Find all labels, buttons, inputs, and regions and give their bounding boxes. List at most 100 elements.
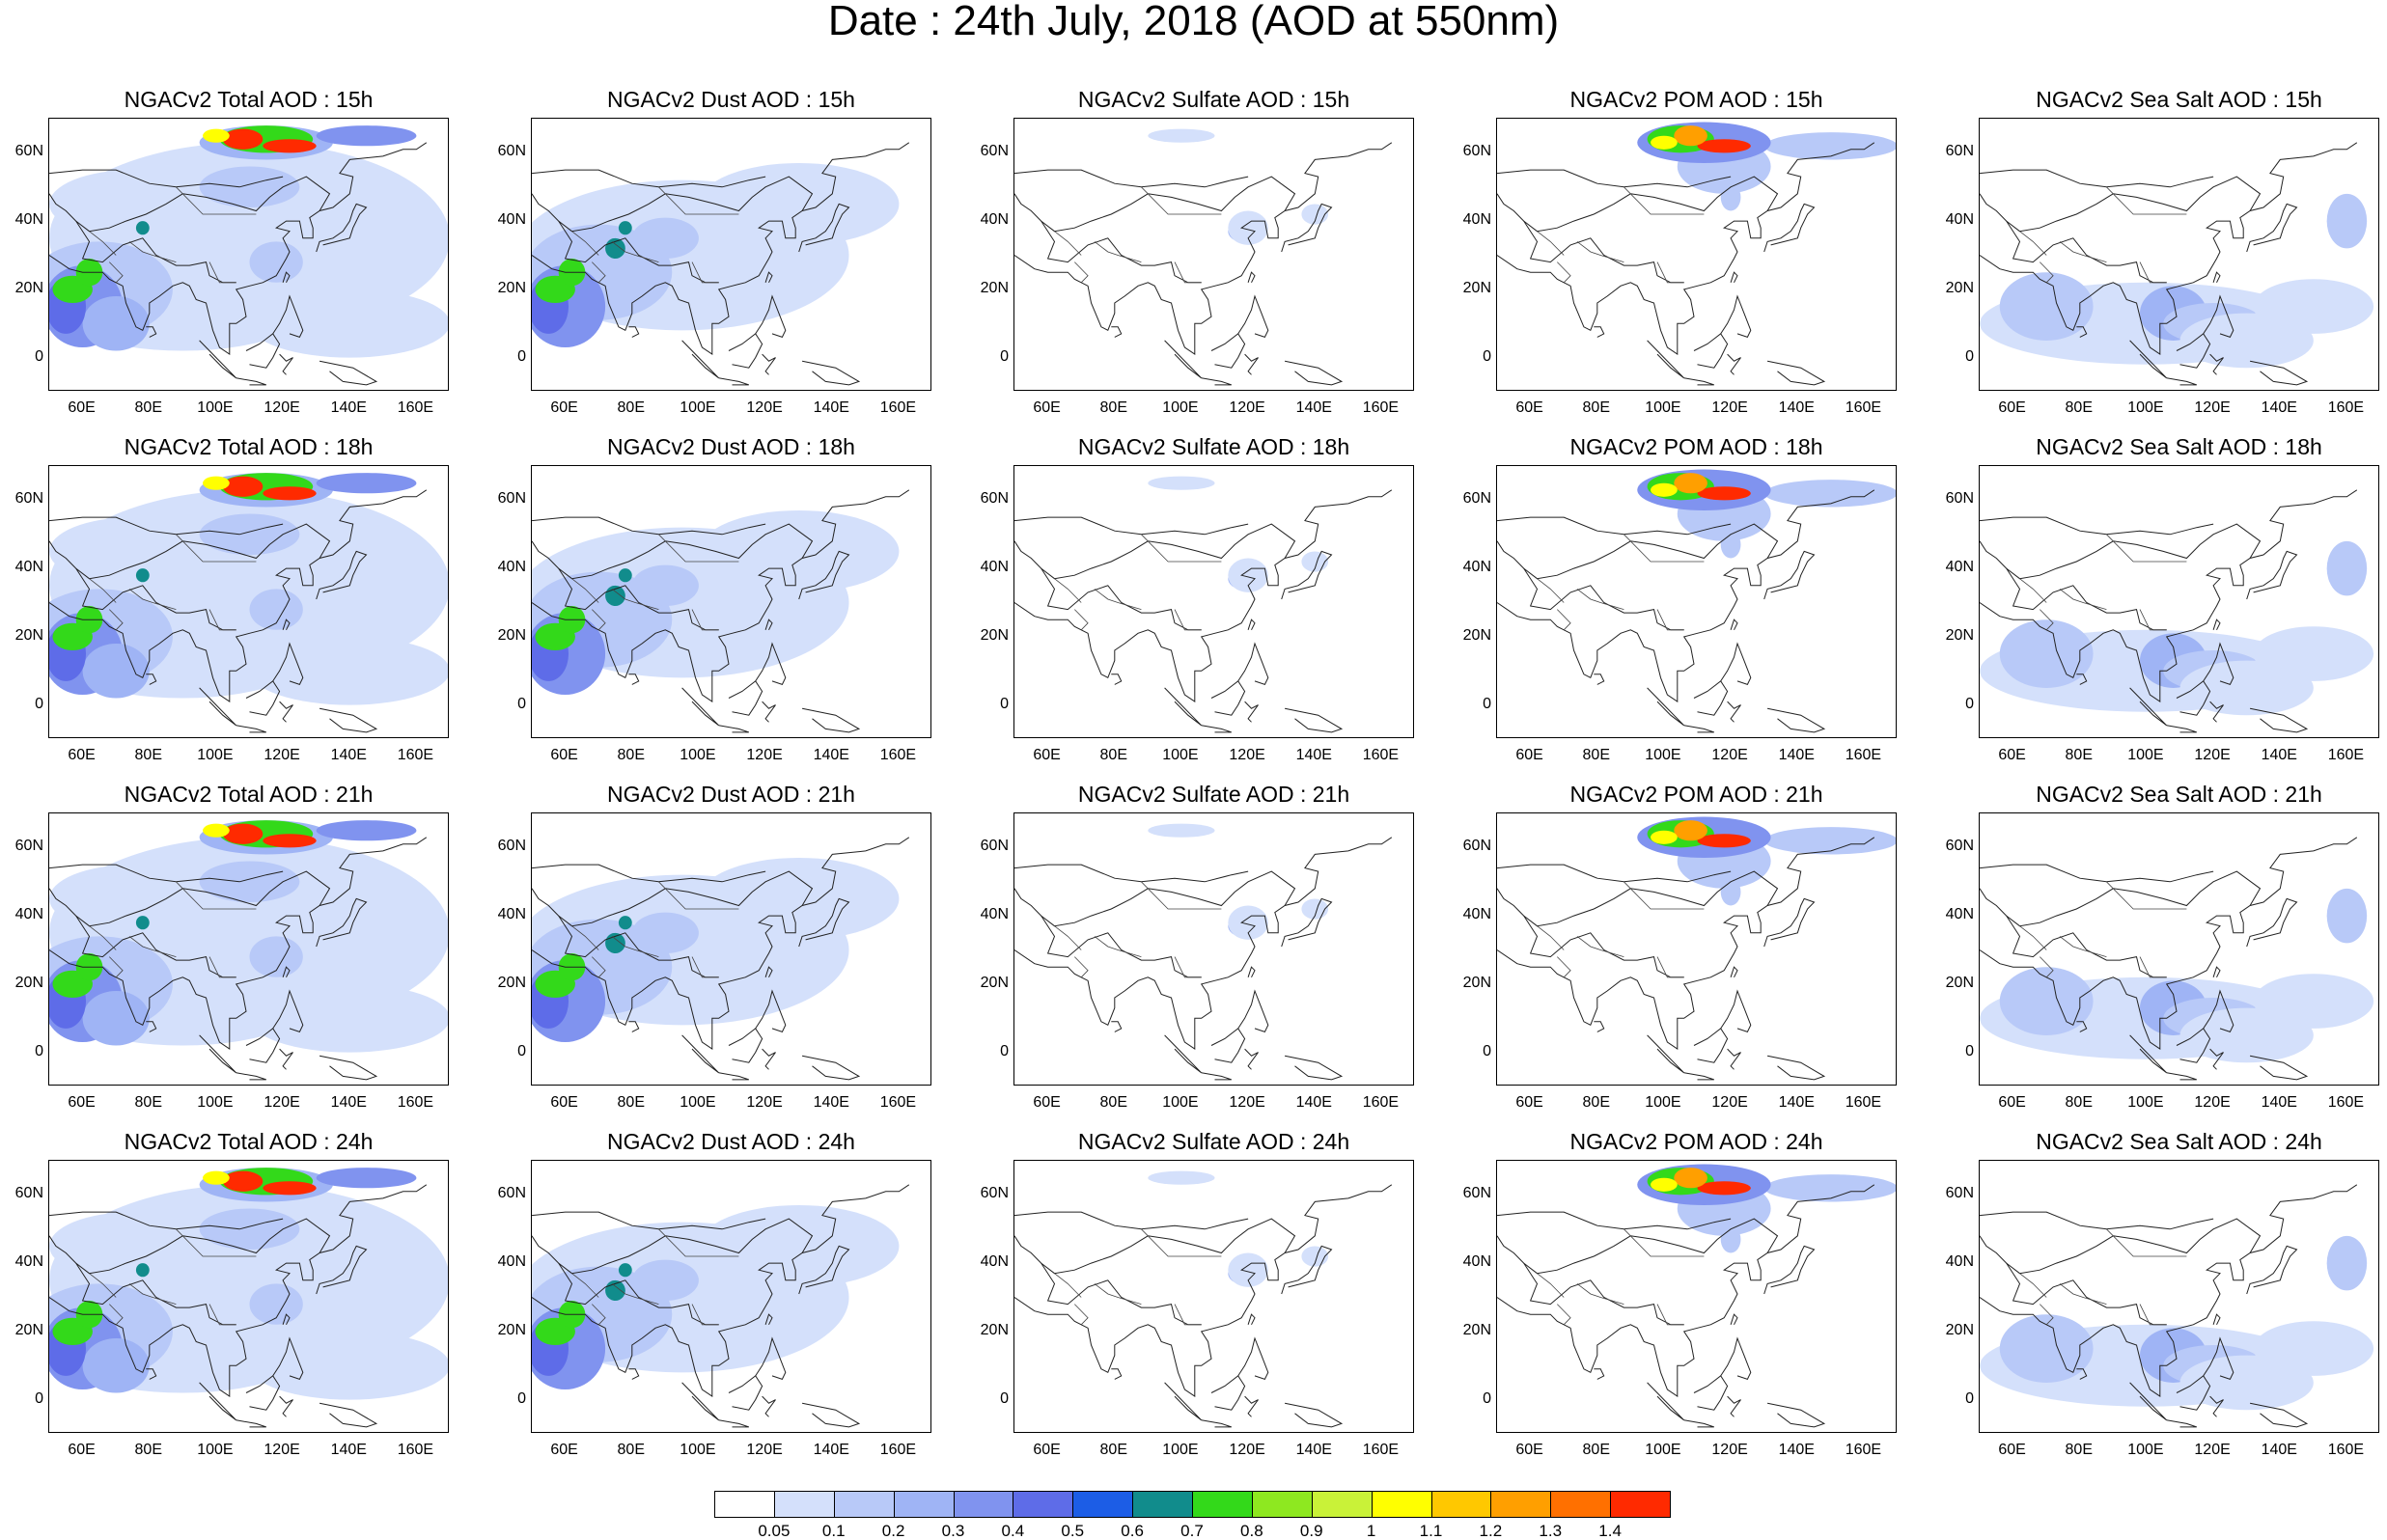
y-tick-label: 40N [14, 211, 43, 229]
x-tick-label: 160E [1845, 1094, 1882, 1111]
aod-map [532, 142, 910, 386]
coastline [532, 489, 910, 703]
y-tick-label: 20N [1462, 1321, 1491, 1338]
x-tick-label: 60E [1033, 399, 1061, 416]
aod-region [1674, 473, 1707, 494]
y-tick-label: 40N [497, 211, 526, 229]
country-border [1537, 231, 1565, 256]
coastline [1720, 642, 1752, 686]
coastline [1285, 1402, 1344, 1428]
aod-region [249, 289, 448, 358]
x-tick-label: 120E [264, 1442, 300, 1458]
aod-region [1228, 210, 1268, 245]
aod-region [618, 916, 632, 930]
x-tick-label: 100E [2127, 399, 2164, 416]
map-panel-seasalt-18h: NGACv2 Sea Salt AOD : 18h 60N 40N 20N 0 60E 80… [1935, 434, 2379, 811]
x-tick-label: 100E [2127, 747, 2164, 763]
coastline [764, 619, 773, 631]
y-tick-label: 0 [1483, 695, 1491, 712]
y-tick-label: 0 [35, 347, 43, 365]
coastline [245, 1028, 281, 1063]
map-panel-pom-15h: NGACv2 POM AOD : 15h 60N 40N 20N 0 60E 80E 100E… [1453, 87, 1897, 463]
country-border [1656, 1304, 1684, 1326]
coastline [1523, 220, 1684, 284]
coastline [1980, 516, 2214, 536]
panel-title: NGACv2 Sulfate AOD : 21h [1077, 782, 1350, 807]
panel-title: NGACv2 Dust AOD : 24h [607, 1129, 855, 1154]
colorbar-label: 0.4 [1001, 1522, 1025, 1540]
x-tick-label: 140E [2261, 747, 2297, 763]
colorbar [714, 1491, 1671, 1518]
y-tick-label: 20N [1945, 974, 1974, 991]
country-border [1557, 609, 1571, 631]
coastline [199, 1034, 237, 1074]
country-border [1141, 186, 1222, 215]
y-tick-label: 60N [1462, 143, 1491, 160]
aod-map [49, 1168, 448, 1428]
coastline [236, 1419, 266, 1428]
x-tick-label: 60E [1998, 747, 2026, 763]
map-frame [1979, 465, 2379, 738]
map-frame [531, 812, 931, 1086]
panel-title: NGACv2 Sulfate AOD : 18h [1077, 434, 1350, 459]
country-border [1141, 1228, 1222, 1257]
colorbar-swatch [773, 1491, 835, 1518]
country-border [1174, 261, 1202, 284]
coastline [319, 360, 378, 386]
country-border [1074, 1304, 1089, 1326]
country-border [691, 609, 719, 631]
x-tick-label: 140E [1295, 747, 1332, 763]
aod-map [532, 1184, 910, 1428]
x-tick-label: 80E [134, 399, 162, 416]
x-tick-label: 140E [330, 747, 367, 763]
country-border [1074, 609, 1089, 631]
map-frame [1979, 118, 2379, 391]
coastline [1693, 680, 1729, 716]
coastline [1683, 1072, 1714, 1081]
coastline [1041, 220, 1202, 284]
aod-region [1674, 820, 1707, 841]
coastline [558, 915, 719, 978]
coastline [2176, 680, 2211, 716]
coastline [1647, 1034, 1685, 1074]
x-tick-label: 160E [879, 1442, 917, 1458]
x-tick-label: 120E [1229, 747, 1265, 763]
country-border [611, 936, 659, 957]
map-panel-dust-15h: NGACv2 Dust AOD : 15h 60N 40N 20N 0 60E 80E 100… [487, 87, 931, 463]
country-border [2106, 534, 2187, 563]
aod-map [532, 837, 910, 1081]
x-tick-label: 60E [1515, 399, 1543, 416]
country-border [1094, 1283, 1142, 1305]
x-tick-label: 120E [746, 1442, 783, 1458]
country-border [128, 589, 177, 610]
y-tick-label: 60N [497, 490, 526, 508]
coastline [1693, 1028, 1729, 1063]
y-tick-label: 60N [14, 490, 43, 508]
colorbar-swatch [1550, 1491, 1612, 1518]
panel-title: NGACv2 Dust AOD : 21h [607, 782, 855, 807]
x-tick-label: 60E [1998, 399, 2026, 416]
country-border [611, 241, 659, 262]
x-tick-label: 140E [813, 747, 849, 763]
x-tick-label: 140E [2261, 399, 2297, 416]
coastline [1497, 870, 1779, 927]
y-tick-label: 20N [1945, 279, 1974, 296]
colorbar-label: 0.7 [1180, 1522, 1204, 1540]
colorbar-label: 0.5 [1061, 1522, 1085, 1540]
map-panel-dust-21h: NGACv2 Dust AOD : 21h 60N 40N 20N 0 60E 80E 100… [487, 782, 931, 1158]
coastline [49, 864, 284, 883]
country-border [1624, 1228, 1705, 1257]
y-tick-label: 0 [35, 1042, 43, 1059]
aod-region [2179, 660, 2314, 716]
map-frame [1013, 465, 1414, 738]
x-tick-label: 60E [68, 1094, 96, 1111]
aod-region [1720, 878, 1741, 906]
colorbar-swatch [833, 1491, 895, 1518]
colorbar-label: 1.3 [1539, 1522, 1563, 1540]
x-tick-label: 140E [1778, 399, 1815, 416]
country-border [2059, 936, 2107, 957]
aod-region [222, 823, 264, 844]
coastline [319, 707, 378, 733]
aod-map [1014, 476, 1393, 733]
y-tick-label: 0 [517, 695, 526, 712]
